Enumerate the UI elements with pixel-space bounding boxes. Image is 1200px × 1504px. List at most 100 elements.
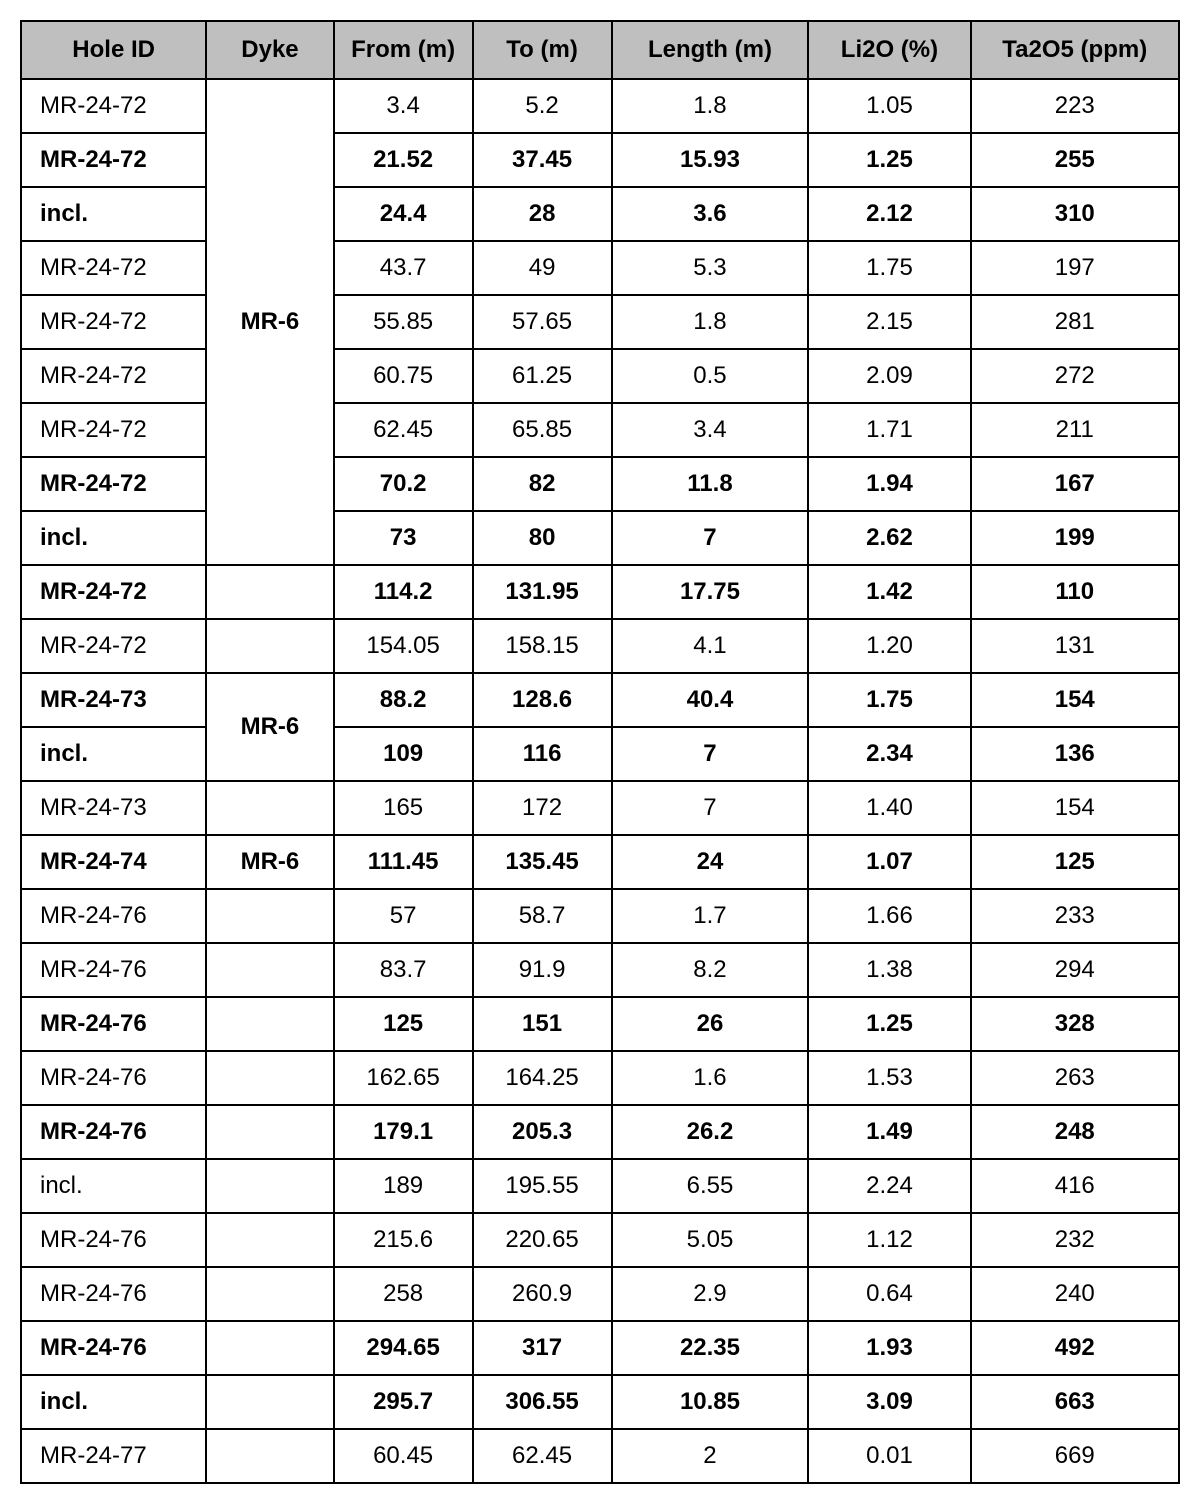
cell-dyke — [206, 1429, 333, 1483]
cell-from: 60.75 — [334, 349, 473, 403]
cell-to: 37.45 — [473, 133, 612, 187]
cell-ta2o5: 272 — [971, 349, 1179, 403]
cell-ta2o5: 197 — [971, 241, 1179, 295]
cell-li2o: 1.94 — [808, 457, 970, 511]
cell-li2o: 1.12 — [808, 1213, 970, 1267]
cell-length: 22.35 — [612, 1321, 809, 1375]
cell-to: 260.9 — [473, 1267, 612, 1321]
cell-length: 7 — [612, 781, 809, 835]
cell-from: 3.4 — [334, 79, 473, 133]
cell-length: 17.75 — [612, 565, 809, 619]
cell-length: 1.8 — [612, 79, 809, 133]
cell-length: 8.2 — [612, 943, 809, 997]
cell-hole-id: MR-24-76 — [21, 1051, 206, 1105]
table-row: MR-24-76258260.92.90.64240 — [21, 1267, 1179, 1321]
cell-ta2o5: 136 — [971, 727, 1179, 781]
cell-hole-id: MR-24-72 — [21, 457, 206, 511]
cell-li2o: 2.24 — [808, 1159, 970, 1213]
cell-from: 165 — [334, 781, 473, 835]
drill-results-table: Hole IDDykeFrom (m)To (m)Length (m)Li2O … — [20, 20, 1180, 1484]
cell-to: 164.25 — [473, 1051, 612, 1105]
cell-ta2o5: 294 — [971, 943, 1179, 997]
cell-hole-id: MR-24-76 — [21, 1213, 206, 1267]
cell-from: 189 — [334, 1159, 473, 1213]
table-row: MR-24-7262.4565.853.41.71211 — [21, 403, 1179, 457]
table-row: incl.295.7306.5510.853.09663 — [21, 1375, 1179, 1429]
cell-hole-id: MR-24-76 — [21, 889, 206, 943]
cell-to: 5.2 — [473, 79, 612, 133]
cell-dyke — [206, 619, 333, 673]
cell-from: 24.4 — [334, 187, 473, 241]
cell-dyke — [206, 1267, 333, 1321]
cell-ta2o5: 131 — [971, 619, 1179, 673]
cell-hole-id: MR-24-72 — [21, 619, 206, 673]
cell-li2o: 1.20 — [808, 619, 970, 673]
cell-ta2o5: 492 — [971, 1321, 1179, 1375]
cell-to: 65.85 — [473, 403, 612, 457]
cell-dyke — [206, 1213, 333, 1267]
table-row: incl.10911672.34136 — [21, 727, 1179, 781]
table-row: MR-24-76125151261.25328 — [21, 997, 1179, 1051]
table-row: MR-24-76179.1205.326.21.49248 — [21, 1105, 1179, 1159]
cell-hole-id: MR-24-76 — [21, 1321, 206, 1375]
cell-to: 220.65 — [473, 1213, 612, 1267]
cell-length: 7 — [612, 727, 809, 781]
cell-li2o: 1.38 — [808, 943, 970, 997]
cell-ta2o5: 669 — [971, 1429, 1179, 1483]
cell-li2o: 0.01 — [808, 1429, 970, 1483]
cell-to: 195.55 — [473, 1159, 612, 1213]
cell-from: 162.65 — [334, 1051, 473, 1105]
table-row: MR-24-7255.8557.651.82.15281 — [21, 295, 1179, 349]
cell-ta2o5: 167 — [971, 457, 1179, 511]
cell-ta2o5: 240 — [971, 1267, 1179, 1321]
cell-li2o: 1.75 — [808, 241, 970, 295]
col-header-length: Length (m) — [612, 21, 809, 79]
cell-to: 317 — [473, 1321, 612, 1375]
cell-from: 294.65 — [334, 1321, 473, 1375]
cell-from: 43.7 — [334, 241, 473, 295]
cell-dyke — [206, 1375, 333, 1429]
cell-length: 11.8 — [612, 457, 809, 511]
cell-to: 135.45 — [473, 835, 612, 889]
cell-ta2o5: 232 — [971, 1213, 1179, 1267]
cell-length: 0.5 — [612, 349, 809, 403]
table-row: MR-24-73MR-688.2128.640.41.75154 — [21, 673, 1179, 727]
cell-from: 154.05 — [334, 619, 473, 673]
cell-from: 21.52 — [334, 133, 473, 187]
cell-li2o: 0.64 — [808, 1267, 970, 1321]
cell-length: 4.1 — [612, 619, 809, 673]
cell-hole-id: MR-24-72 — [21, 79, 206, 133]
table-header: Hole IDDykeFrom (m)To (m)Length (m)Li2O … — [21, 21, 1179, 79]
cell-ta2o5: 223 — [971, 79, 1179, 133]
cell-dyke — [206, 781, 333, 835]
cell-from: 125 — [334, 997, 473, 1051]
table-row: MR-24-7260.7561.250.52.09272 — [21, 349, 1179, 403]
table-row: MR-24-72114.2131.9517.751.42110 — [21, 565, 1179, 619]
cell-from: 57 — [334, 889, 473, 943]
cell-from: 109 — [334, 727, 473, 781]
cell-li2o: 1.75 — [808, 673, 970, 727]
cell-li2o: 1.53 — [808, 1051, 970, 1105]
cell-from: 83.7 — [334, 943, 473, 997]
cell-length: 2.9 — [612, 1267, 809, 1321]
cell-length: 2 — [612, 1429, 809, 1483]
cell-ta2o5: 211 — [971, 403, 1179, 457]
cell-length: 10.85 — [612, 1375, 809, 1429]
cell-li2o: 1.40 — [808, 781, 970, 835]
cell-length: 5.05 — [612, 1213, 809, 1267]
cell-length: 7 — [612, 511, 809, 565]
cell-dyke: MR-6 — [206, 673, 333, 781]
col-header-hole: Hole ID — [21, 21, 206, 79]
col-header-to: To (m) — [473, 21, 612, 79]
cell-ta2o5: 154 — [971, 673, 1179, 727]
cell-hole-id: incl. — [21, 511, 206, 565]
cell-dyke — [206, 1159, 333, 1213]
cell-li2o: 1.07 — [808, 835, 970, 889]
cell-to: 91.9 — [473, 943, 612, 997]
cell-length: 1.8 — [612, 295, 809, 349]
cell-length: 24 — [612, 835, 809, 889]
cell-hole-id: MR-24-76 — [21, 1267, 206, 1321]
cell-to: 28 — [473, 187, 612, 241]
cell-li2o: 2.15 — [808, 295, 970, 349]
cell-ta2o5: 199 — [971, 511, 1179, 565]
